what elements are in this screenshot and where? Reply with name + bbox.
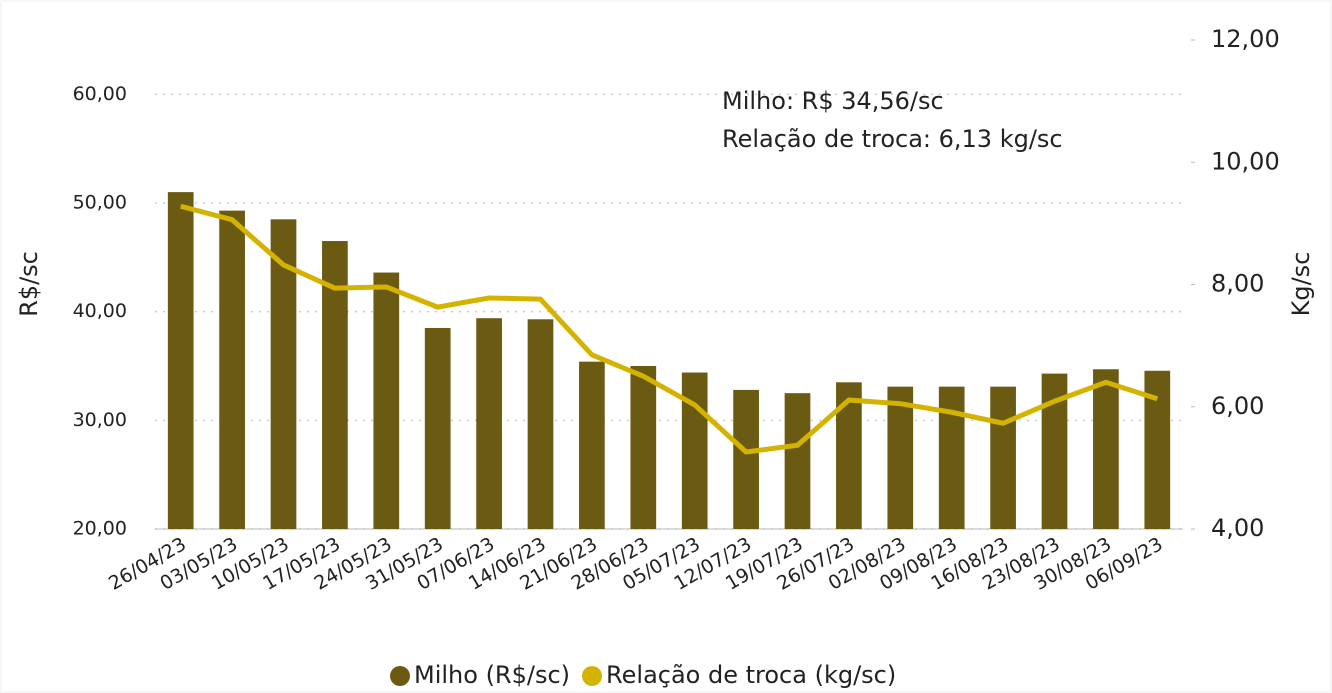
bar bbox=[219, 210, 245, 529]
legend-label: Relação de troca (kg/sc) bbox=[606, 661, 896, 689]
annotation: Milho: R$ 34,56/sc bbox=[722, 87, 944, 115]
bar bbox=[373, 272, 400, 529]
bar bbox=[476, 318, 502, 529]
bar bbox=[681, 372, 708, 529]
y-axis-title: R$/sc bbox=[15, 251, 43, 317]
bar bbox=[938, 386, 965, 529]
bar bbox=[784, 393, 811, 529]
bar bbox=[836, 382, 862, 529]
bar bbox=[527, 319, 554, 529]
bar bbox=[630, 366, 657, 529]
y2-tick-label: 10,00 bbox=[1211, 147, 1280, 175]
line bbox=[180, 203, 1159, 455]
bar bbox=[733, 389, 759, 529]
annotation: Relação de troca: 6,13 kg/sc bbox=[722, 125, 1063, 153]
y2-tick-label: 4,00 bbox=[1211, 514, 1264, 542]
y2-tick-label: 12,00 bbox=[1211, 25, 1280, 53]
bar bbox=[1093, 369, 1119, 529]
bar bbox=[579, 361, 605, 529]
legend-label: Milho (R$/sc) bbox=[414, 661, 570, 689]
y2-tick-label: 6,00 bbox=[1211, 392, 1264, 420]
y2-tick-label: 8,00 bbox=[1211, 270, 1264, 298]
y-tick-label: 50,00 bbox=[73, 192, 127, 214]
bar bbox=[887, 386, 914, 529]
y-tick-label: 40,00 bbox=[73, 300, 127, 322]
legend-marker bbox=[582, 666, 603, 686]
y-tick-label: 20,00 bbox=[73, 518, 127, 540]
y-tick-label: 30,00 bbox=[73, 409, 127, 431]
bar bbox=[990, 386, 1016, 529]
y-tick-label: 60,00 bbox=[73, 83, 127, 105]
bar bbox=[424, 327, 451, 529]
bar bbox=[167, 192, 194, 529]
y2-axis-title: Kg/sc bbox=[1287, 252, 1315, 317]
legend-marker bbox=[390, 666, 410, 686]
